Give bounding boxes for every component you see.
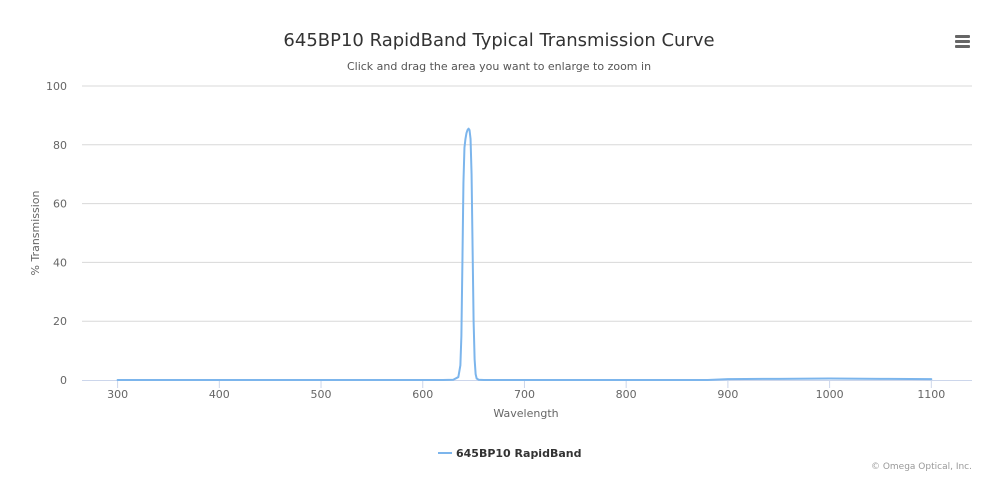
- y-tick-label: 100: [46, 80, 67, 93]
- series-line[interactable]: [116, 127, 933, 381]
- y-axis-label: % Transmission: [29, 190, 42, 275]
- chart-title: 645BP10 RapidBand Typical Transmission C…: [283, 30, 714, 51]
- legend-item[interactable]: 645BP10 RapidBand: [438, 447, 581, 460]
- x-tick-label: 900: [717, 388, 738, 401]
- x-tick-label: 700: [514, 388, 535, 401]
- y-tick-label: 0: [60, 374, 67, 387]
- x-tick-label: 600: [412, 388, 433, 401]
- menu-bar: [955, 35, 970, 38]
- series-layer: [116, 127, 933, 381]
- menu-bar: [955, 40, 970, 43]
- x-axis-label: Wavelength: [493, 407, 558, 420]
- x-axis-tick-labels: 300 400 500 600 700 800 900 1000 1100: [107, 380, 945, 401]
- hamburger-menu-icon[interactable]: [952, 30, 974, 52]
- credits-link[interactable]: © Omega Optical, Inc.: [871, 462, 972, 472]
- x-tick-label: 500: [311, 388, 332, 401]
- y-tick-label: 40: [53, 256, 67, 269]
- x-tick-label: 400: [209, 388, 230, 401]
- x-tick-label: 800: [616, 388, 637, 401]
- x-tick-label: 300: [107, 388, 128, 401]
- chart-subtitle: Click and drag the area you want to enla…: [347, 60, 651, 73]
- grid-lines: [82, 85, 972, 322]
- menu-bar: [955, 45, 970, 48]
- y-tick-label: 60: [53, 198, 67, 211]
- x-tick-label: 1000: [816, 388, 844, 401]
- x-tick-label: 1100: [917, 388, 945, 401]
- legend-label: 645BP10 RapidBand: [456, 447, 581, 460]
- y-tick-label: 80: [53, 139, 67, 152]
- y-tick-label: 20: [53, 315, 67, 328]
- y-axis-tick-labels: 0 20 40 60 80 100: [46, 80, 67, 387]
